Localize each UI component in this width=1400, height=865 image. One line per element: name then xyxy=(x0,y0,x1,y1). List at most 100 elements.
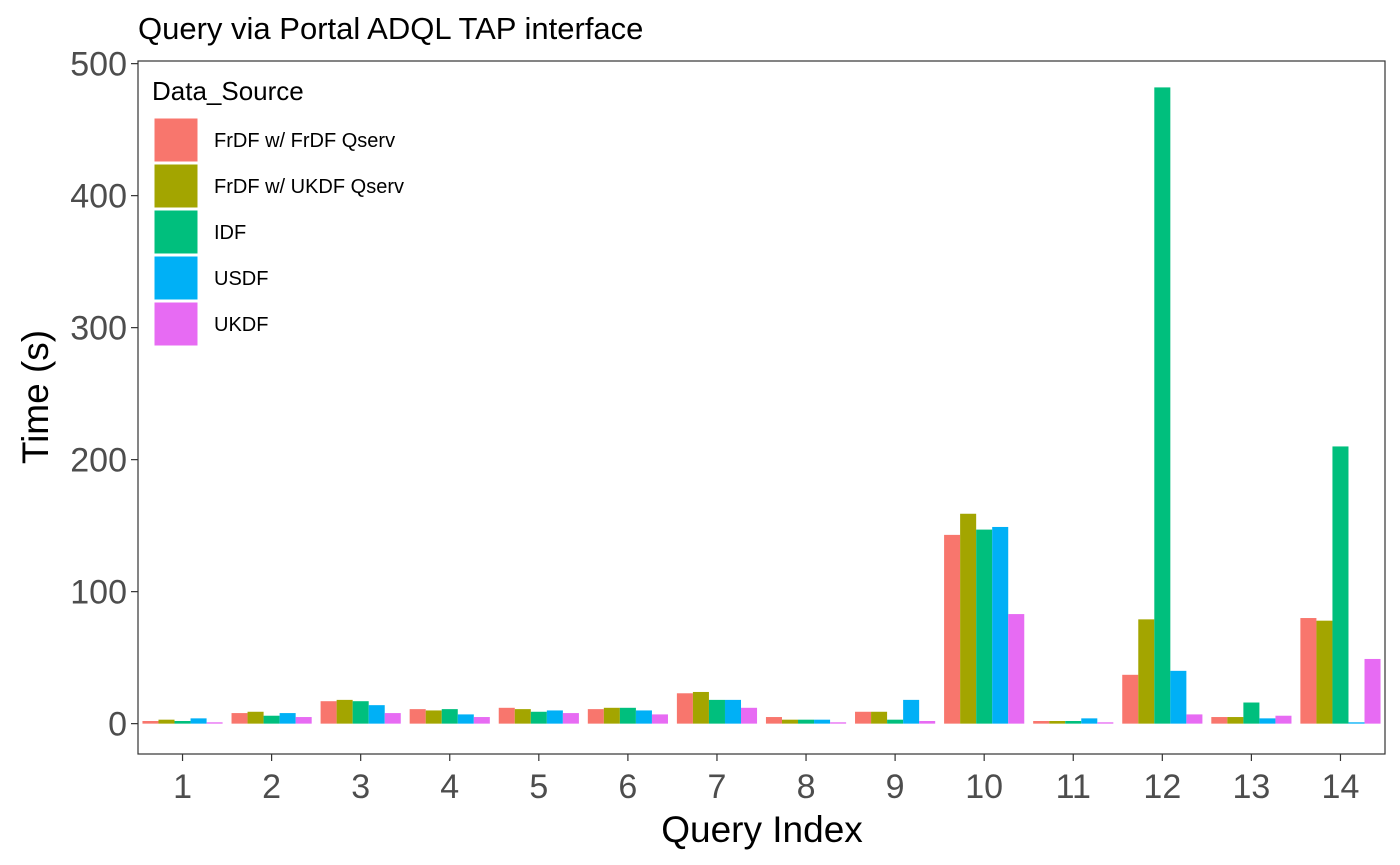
bar-q6-series-5 xyxy=(651,714,668,724)
bar-q9-series-5 xyxy=(919,721,936,724)
bar-q10-series-1 xyxy=(944,534,961,724)
bar-q5-series-1 xyxy=(498,707,515,724)
bar-q6-series-2 xyxy=(603,707,620,724)
bar-q4-series-5 xyxy=(473,717,490,724)
bar-q6-series-4 xyxy=(635,710,652,724)
bar-q8-series-1 xyxy=(765,717,782,724)
bar-q2-series-2 xyxy=(247,711,264,724)
bar-q13-series-2 xyxy=(1227,717,1244,724)
bar-q9-series-1 xyxy=(855,711,872,724)
bar-q11-series-3 xyxy=(1065,721,1082,724)
bar-q4-series-4 xyxy=(457,714,474,724)
bar-q3-series-1 xyxy=(320,701,337,724)
legend-key-1 xyxy=(153,117,199,163)
bar-q13-series-1 xyxy=(1211,717,1228,724)
bar-q14-series-5 xyxy=(1364,658,1381,724)
x-tick-label: 3 xyxy=(351,768,370,806)
bar-q4-series-2 xyxy=(425,710,442,724)
bar-q12-series-3 xyxy=(1154,87,1171,724)
bar-q14-series-4 xyxy=(1348,722,1365,724)
bar-q1-series-2 xyxy=(158,719,175,724)
x-tick-label: 2 xyxy=(262,768,281,806)
y-tick-label: 100 xyxy=(70,574,127,612)
bar-q14-series-1 xyxy=(1300,618,1317,724)
bar-q3-series-2 xyxy=(336,699,353,724)
y-tick-label: 300 xyxy=(70,310,127,348)
bar-q1-series-3 xyxy=(174,721,191,724)
bar-q12-series-1 xyxy=(1122,674,1139,724)
y-tick-label: 0 xyxy=(108,706,127,744)
bar-q7-series-1 xyxy=(676,693,693,724)
bar-q3-series-4 xyxy=(368,705,385,724)
legend-key-4 xyxy=(153,255,199,301)
bar-q6-series-3 xyxy=(619,707,636,724)
bar-q1-series-4 xyxy=(190,718,207,724)
legend-label-5: UKDF xyxy=(214,314,268,336)
bar-q11-series-5 xyxy=(1097,722,1114,724)
bar-q4-series-1 xyxy=(409,709,426,724)
bar-q1-series-5 xyxy=(206,722,223,724)
x-tick-label: 1 xyxy=(173,768,192,806)
bar-q5-series-3 xyxy=(530,711,547,724)
x-tick-label: 4 xyxy=(440,768,459,806)
legend-label-2: FrDF w/ UKDF Qserv xyxy=(214,176,404,198)
bar-q14-series-2 xyxy=(1316,620,1333,724)
x-tick-label: 7 xyxy=(708,768,727,806)
bar-q7-series-3 xyxy=(708,699,725,724)
x-tick-label: 12 xyxy=(1143,768,1181,806)
bar-q3-series-5 xyxy=(384,713,401,724)
bar-q10-series-3 xyxy=(976,529,993,724)
bar-q4-series-3 xyxy=(441,709,458,724)
bar-q11-series-2 xyxy=(1049,721,1066,724)
bar-q13-series-5 xyxy=(1275,715,1292,724)
x-tick-label: 10 xyxy=(965,768,1003,806)
bar-q14-series-3 xyxy=(1332,446,1349,724)
bar-q8-series-4 xyxy=(814,719,831,724)
legend-label-1: FrDF w/ FrDF Qserv xyxy=(214,130,395,152)
bar-q13-series-3 xyxy=(1243,702,1260,724)
y-axis: 0 100 200 300 400 500 xyxy=(70,46,138,744)
bar-q7-series-5 xyxy=(741,707,758,724)
x-tick-label: 11 xyxy=(1056,768,1091,806)
legend-key-5 xyxy=(153,301,199,347)
bar-q9-series-4 xyxy=(903,699,920,724)
bar-q11-series-4 xyxy=(1081,718,1098,724)
x-tick-label: 13 xyxy=(1232,768,1270,806)
bar-q11-series-1 xyxy=(1033,721,1050,724)
bar-q2-series-3 xyxy=(263,715,280,724)
chart-title: Query via Portal ADQL TAP interface xyxy=(138,11,643,46)
legend-key-3 xyxy=(153,209,199,255)
bar-q2-series-5 xyxy=(295,717,312,724)
bar-q5-series-5 xyxy=(562,713,579,724)
x-tick-label: 9 xyxy=(886,768,905,806)
bar-q13-series-4 xyxy=(1259,718,1276,724)
bar-q2-series-1 xyxy=(231,713,248,724)
bar-q2-series-4 xyxy=(279,713,296,724)
x-axis: 1 2 3 4 5 6 7 8 9 10 11 12 13 14 xyxy=(173,754,1359,806)
x-tick-label: 14 xyxy=(1322,768,1360,806)
legend-key-2 xyxy=(153,163,199,209)
bar-q8-series-5 xyxy=(830,722,847,724)
legend-label-3: IDF xyxy=(214,222,246,244)
y-tick-label: 200 xyxy=(70,442,127,480)
bar-q10-series-2 xyxy=(960,513,977,724)
bar-q7-series-4 xyxy=(724,699,742,724)
legend-label-4: USDF xyxy=(214,268,268,290)
bar-q3-series-3 xyxy=(352,701,369,724)
bar-q8-series-2 xyxy=(781,719,799,724)
legend: Data_Source FrDF w/ FrDF Qserv FrDF w/ UKD… xyxy=(152,76,404,347)
bar-q5-series-4 xyxy=(546,710,563,724)
bar-q12-series-2 xyxy=(1138,619,1155,724)
bar-q7-series-2 xyxy=(692,691,709,724)
bar-q10-series-4 xyxy=(992,526,1009,724)
x-tick-label: 6 xyxy=(618,768,637,806)
bar-q5-series-2 xyxy=(514,709,531,724)
x-tick-label: 5 xyxy=(529,768,548,806)
x-tick-label: 8 xyxy=(797,768,816,806)
bar-q6-series-1 xyxy=(587,709,604,724)
x-axis-label: Query Index xyxy=(661,809,863,850)
bar-q12-series-5 xyxy=(1186,714,1203,724)
bar-q12-series-4 xyxy=(1170,670,1187,724)
bar-q1-series-1 xyxy=(142,721,159,724)
